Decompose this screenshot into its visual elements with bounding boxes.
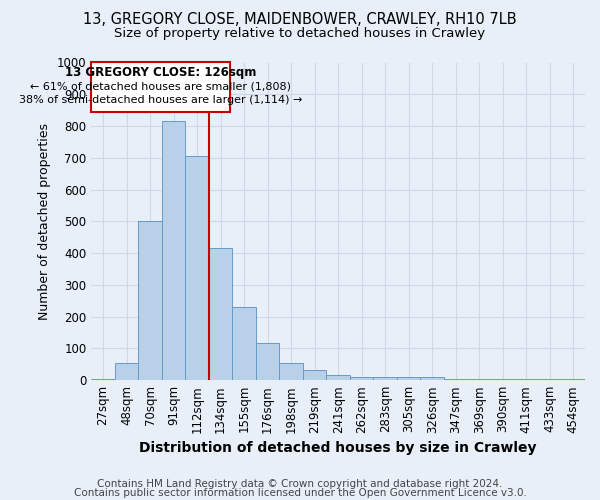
Text: 13 GREGORY CLOSE: 126sqm: 13 GREGORY CLOSE: 126sqm (65, 66, 256, 79)
Bar (303, 370, 326, 380)
Y-axis label: Number of detached properties: Number of detached properties (38, 123, 52, 320)
Bar (115, 362, 139, 380)
Bar (326, 376, 350, 380)
Bar (185, 156, 209, 380)
Bar (232, 307, 256, 380)
Bar (256, 342, 280, 380)
Bar (91, 62, 230, 112)
Bar (280, 362, 303, 380)
Bar (209, 248, 232, 380)
Bar (397, 377, 421, 380)
Text: Contains public sector information licensed under the Open Government Licence v3: Contains public sector information licen… (74, 488, 526, 498)
Text: 38% of semi-detached houses are larger (1,114) →: 38% of semi-detached houses are larger (… (19, 95, 302, 105)
Bar (421, 377, 444, 380)
Text: 13, GREGORY CLOSE, MAIDENBOWER, CRAWLEY, RH10 7LB: 13, GREGORY CLOSE, MAIDENBOWER, CRAWLEY,… (83, 12, 517, 28)
Text: Size of property relative to detached houses in Crawley: Size of property relative to detached ho… (115, 28, 485, 40)
Bar (373, 377, 397, 380)
Bar (514, 379, 538, 380)
Text: Contains HM Land Registry data © Crown copyright and database right 2024.: Contains HM Land Registry data © Crown c… (97, 479, 503, 489)
Bar (162, 122, 185, 380)
Bar (562, 379, 585, 380)
Bar (491, 379, 514, 380)
Bar (538, 379, 562, 380)
Bar (467, 379, 491, 380)
Bar (350, 377, 373, 380)
Bar (444, 379, 467, 380)
Bar (139, 222, 162, 380)
Text: ← 61% of detached houses are smaller (1,808): ← 61% of detached houses are smaller (1,… (30, 82, 291, 92)
X-axis label: Distribution of detached houses by size in Crawley: Distribution of detached houses by size … (139, 441, 537, 455)
Bar (91, 378, 115, 380)
